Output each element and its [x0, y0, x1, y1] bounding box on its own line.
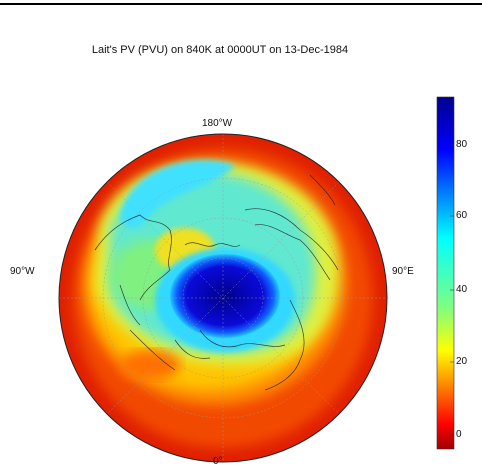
colorbar-tick-label: 20 [456, 356, 468, 367]
map-boundary [58, 133, 388, 463]
top-rule [0, 3, 482, 5]
colorbar-tick-label: 0 [456, 429, 462, 440]
colorbar-tick-label: 80 [456, 139, 468, 150]
longitude-label-left: 90°W [10, 266, 35, 277]
map-title: Lait's PV (PVU) on 840K at 0000UT on 13-… [91, 44, 349, 56]
longitude-label-bottom: 0° [213, 456, 223, 467]
coastlines [94, 174, 339, 391]
longitude-label-right: 90°E [392, 266, 414, 277]
pv-field [59, 134, 387, 462]
graticule [59, 134, 387, 462]
colorbar-tick-label: 40 [456, 284, 468, 295]
colorbar [436, 96, 455, 450]
longitude-label-top: 180°W [202, 118, 233, 129]
colorbar-tick-label: 60 [456, 210, 468, 221]
